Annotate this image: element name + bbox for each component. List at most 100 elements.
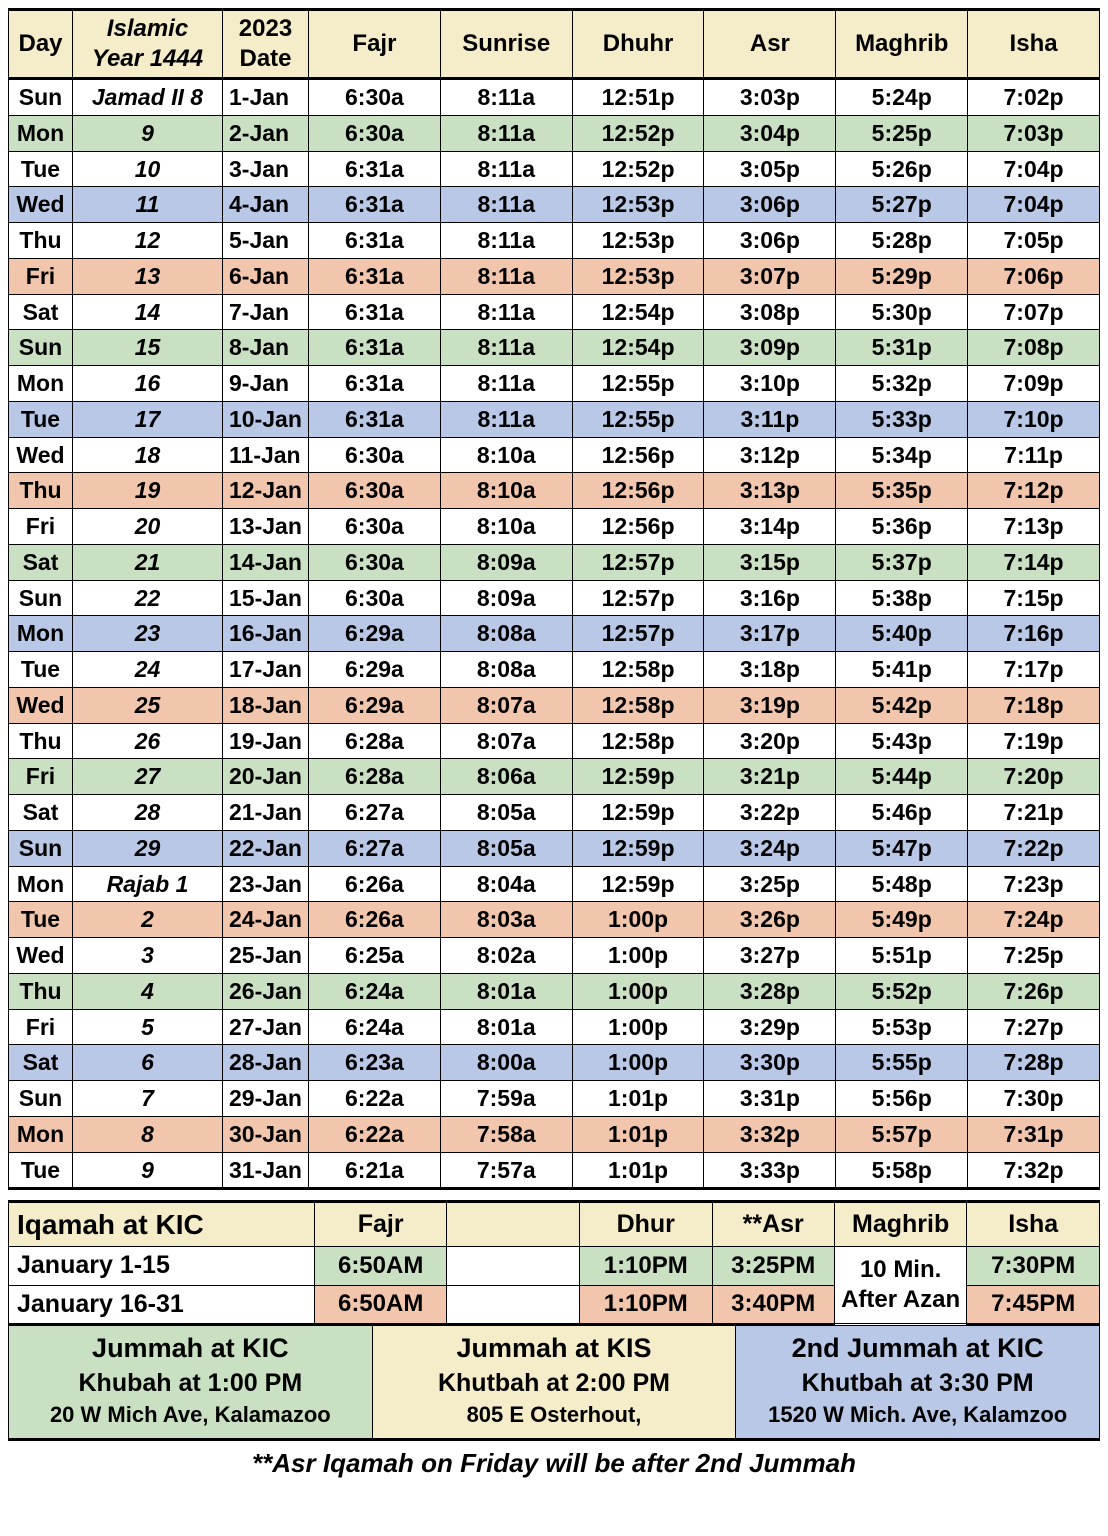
cell-sunrise: 8:11a [440, 79, 572, 116]
cell-sunrise: 8:00a [440, 1045, 572, 1081]
table-row: Mon830-Jan6:22a7:58a1:01p3:32p5:57p7:31p [9, 1116, 1100, 1152]
cell-day: Sun [9, 580, 73, 616]
cell-maghrib: 5:52p [836, 973, 968, 1009]
cell-isha: 7:10p [968, 401, 1100, 437]
hdr-date-l1: 2023 [239, 15, 292, 42]
cell-isha: 7:09p [968, 366, 1100, 402]
cell-maghrib: 5:26p [836, 151, 968, 187]
cell-isha: 7:06p [968, 258, 1100, 294]
cell-dhuhr: 12:57p [572, 616, 704, 652]
cell-dhuhr: 12:54p [572, 330, 704, 366]
table-body: SunJamad II 81-Jan6:30a8:11a12:51p3:03p5… [9, 79, 1100, 1189]
cell-date: 9-Jan [223, 366, 309, 402]
cell-day: Wed [9, 437, 73, 473]
cell-fajr: 6:22a [309, 1081, 441, 1117]
jummah-row: Jummah at KIC Khubah at 1:00 PM 20 W Mic… [9, 1325, 1100, 1440]
cell-date: 8-Jan [223, 330, 309, 366]
table-row: Fri2013-Jan6:30a8:10a12:56p3:14p5:36p7:1… [9, 509, 1100, 545]
j3-addr: 1520 W Mich. Ave, Kalamzoo [740, 1401, 1095, 1429]
cell-dhuhr: 1:00p [572, 902, 704, 938]
cell-fajr: 6:30a [309, 79, 441, 116]
table-row: Fri136-Jan6:31a8:11a12:53p3:07p5:29p7:06… [9, 258, 1100, 294]
cell-dhuhr: 12:58p [572, 723, 704, 759]
table-row: Wed1811-Jan6:30a8:10a12:56p3:12p5:34p7:1… [9, 437, 1100, 473]
iq1-blank [447, 1247, 580, 1285]
cell-dhuhr: 12:58p [572, 652, 704, 688]
cell-asr: 3:30p [704, 1045, 836, 1081]
table-row: Mon92-Jan6:30a8:11a12:52p3:04p5:25p7:03p [9, 115, 1100, 151]
cell-dhuhr: 1:00p [572, 1009, 704, 1045]
cell-day: Thu [9, 223, 73, 259]
cell-fajr: 6:28a [309, 759, 441, 795]
cell-islamic: 10 [73, 151, 223, 187]
iqamah-row-1: January 1-15 6:50AM 1:10PM 3:25PM 10 Min… [9, 1247, 1100, 1285]
cell-asr: 3:18p [704, 652, 836, 688]
cell-asr: 3:08p [704, 294, 836, 330]
cell-asr: 3:20p [704, 723, 836, 759]
cell-islamic: 18 [73, 437, 223, 473]
jummah-kis: Jummah at KIS Khutbah at 2:00 PM 805 E O… [372, 1325, 736, 1440]
cell-islamic: 23 [73, 616, 223, 652]
cell-dhuhr: 12:53p [572, 258, 704, 294]
cell-date: 21-Jan [223, 795, 309, 831]
table-row: Sun2922-Jan6:27a8:05a12:59p3:24p5:47p7:2… [9, 830, 1100, 866]
cell-sunrise: 8:11a [440, 115, 572, 151]
cell-islamic: 27 [73, 759, 223, 795]
cell-sunrise: 8:10a [440, 473, 572, 509]
hdr-date-l2: Date [239, 45, 291, 72]
cell-isha: 7:04p [968, 151, 1100, 187]
cell-maghrib: 5:38p [836, 580, 968, 616]
cell-dhuhr: 12:59p [572, 866, 704, 902]
j2-title: Jummah at KIS [377, 1332, 732, 1366]
cell-date: 25-Jan [223, 938, 309, 974]
cell-date: 5-Jan [223, 223, 309, 259]
cell-asr: 3:06p [704, 187, 836, 223]
cell-maghrib: 5:42p [836, 687, 968, 723]
cell-day: Mon [9, 366, 73, 402]
cell-isha: 7:25p [968, 938, 1100, 974]
iq-maghrib-l1: 10 Min. [860, 1256, 941, 1283]
cell-day: Tue [9, 401, 73, 437]
cell-fajr: 6:30a [309, 115, 441, 151]
cell-islamic: 15 [73, 330, 223, 366]
cell-islamic: 3 [73, 938, 223, 974]
hdr-maghrib: Maghrib [836, 10, 968, 79]
cell-maghrib: 5:43p [836, 723, 968, 759]
hdr-date: 2023 Date [223, 10, 309, 79]
cell-sunrise: 8:05a [440, 830, 572, 866]
cell-sunrise: 7:58a [440, 1116, 572, 1152]
hdr-asr: Asr [704, 10, 836, 79]
cell-date: 31-Jan [223, 1152, 309, 1189]
iq1-asr: 3:25PM [712, 1247, 834, 1285]
cell-date: 11-Jan [223, 437, 309, 473]
cell-asr: 3:07p [704, 258, 836, 294]
cell-maghrib: 5:29p [836, 258, 968, 294]
cell-asr: 3:14p [704, 509, 836, 545]
cell-dhuhr: 12:59p [572, 795, 704, 831]
cell-maghrib: 5:27p [836, 187, 968, 223]
prayer-table: Day Islamic Year 1444 2023 Date Fajr Sun… [8, 8, 1100, 1190]
cell-sunrise: 8:09a [440, 544, 572, 580]
iq2-dhur: 1:10PM [579, 1285, 712, 1324]
cell-fajr: 6:29a [309, 687, 441, 723]
cell-maghrib: 5:58p [836, 1152, 968, 1189]
cell-day: Tue [9, 1152, 73, 1189]
cell-sunrise: 8:07a [440, 723, 572, 759]
cell-day: Wed [9, 187, 73, 223]
cell-asr: 3:03p [704, 79, 836, 116]
table-row: Thu1912-Jan6:30a8:10a12:56p3:13p5:35p7:1… [9, 473, 1100, 509]
cell-sunrise: 8:10a [440, 509, 572, 545]
cell-isha: 7:32p [968, 1152, 1100, 1189]
table-row: Sat2114-Jan6:30a8:09a12:57p3:15p5:37p7:1… [9, 544, 1100, 580]
cell-dhuhr: 12:57p [572, 544, 704, 580]
hdr-isha: Isha [968, 10, 1100, 79]
cell-sunrise: 8:10a [440, 437, 572, 473]
cell-fajr: 6:26a [309, 902, 441, 938]
cell-sunrise: 8:03a [440, 902, 572, 938]
cell-fajr: 6:31a [309, 366, 441, 402]
hdr-dhuhr: Dhuhr [572, 10, 704, 79]
cell-sunrise: 8:01a [440, 973, 572, 1009]
cell-date: 6-Jan [223, 258, 309, 294]
cell-islamic: 21 [73, 544, 223, 580]
cell-date: 10-Jan [223, 401, 309, 437]
